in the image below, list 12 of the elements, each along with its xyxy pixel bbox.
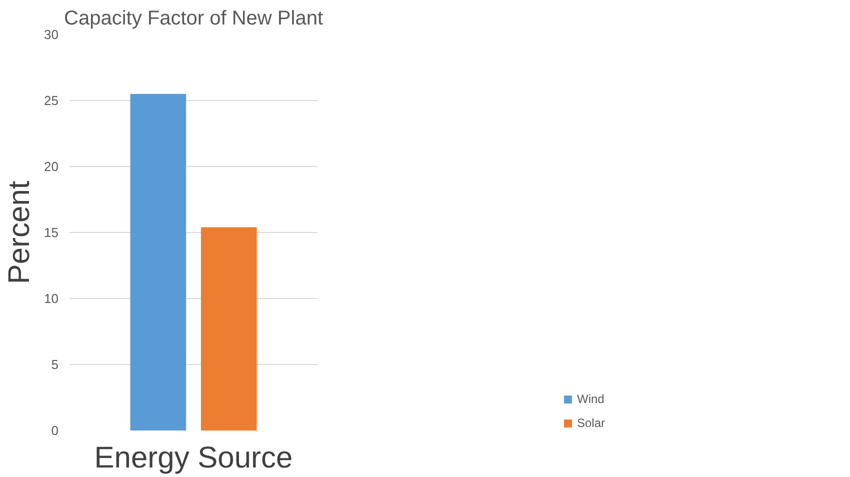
y-tick-label: 0 <box>51 423 59 438</box>
chart-title: Capacity Factor of New Plant <box>64 8 324 30</box>
legend-label: Wind <box>576 392 604 406</box>
x-axis-title: Energy Source <box>94 442 293 474</box>
y-axis-title: Percent <box>3 180 36 284</box>
y-tick-label: 20 <box>44 159 59 174</box>
y-tick-label: 25 <box>44 93 59 108</box>
y-tick-label: 15 <box>44 225 59 240</box>
y-tick-label: 5 <box>51 357 59 372</box>
y-tick-label: 10 <box>44 291 59 306</box>
y-tick-label: 30 <box>44 27 59 42</box>
legend-label: Solar <box>576 416 606 430</box>
